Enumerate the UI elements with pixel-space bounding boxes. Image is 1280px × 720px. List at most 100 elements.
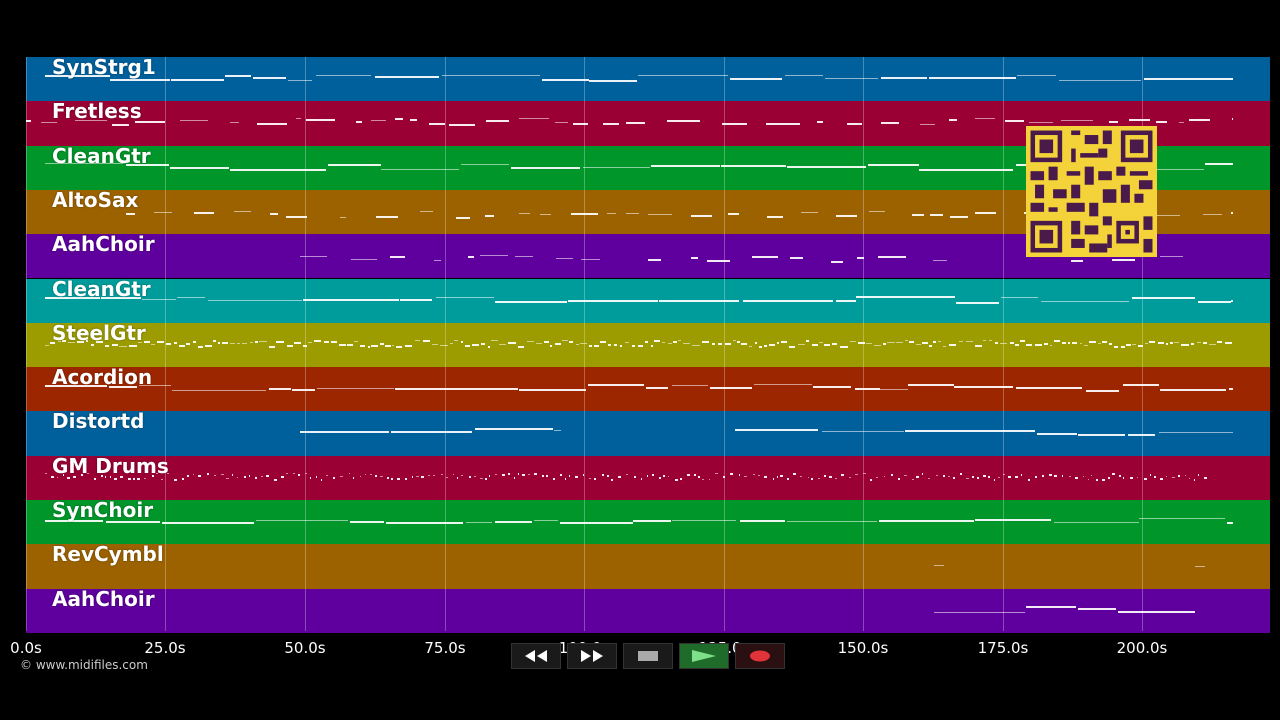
note (143, 477, 147, 479)
note (920, 124, 936, 126)
note (400, 298, 433, 301)
note (721, 123, 747, 126)
note (1095, 478, 1098, 481)
note-area (26, 500, 1270, 544)
note (575, 343, 579, 345)
note (449, 342, 454, 344)
track-lane: AahChoir (26, 588, 1270, 634)
note (502, 473, 506, 476)
note (364, 473, 366, 475)
note (494, 300, 568, 303)
note (371, 344, 379, 347)
note (690, 214, 712, 217)
note (1228, 388, 1233, 391)
note (539, 213, 552, 215)
note (186, 474, 190, 477)
stop-button[interactable] (623, 643, 673, 669)
note (1068, 341, 1071, 344)
note (947, 475, 951, 477)
note (109, 386, 137, 389)
note (85, 339, 89, 342)
note (846, 123, 863, 126)
note (694, 473, 696, 476)
note (730, 472, 733, 475)
note (536, 342, 542, 344)
note (369, 473, 373, 475)
note (998, 476, 1001, 478)
note (928, 77, 1016, 79)
note (744, 475, 747, 477)
fast-forward-button[interactable] (567, 643, 617, 669)
note (1156, 214, 1181, 216)
note (1203, 476, 1207, 479)
note (1102, 478, 1105, 481)
note (691, 257, 698, 260)
note (144, 340, 150, 343)
note (367, 345, 371, 348)
note (206, 472, 209, 475)
note (338, 343, 347, 346)
rewind-button[interactable] (511, 643, 561, 669)
note (589, 80, 638, 82)
note (607, 343, 612, 346)
rewind-icon (525, 650, 547, 662)
note (371, 120, 387, 122)
note (1017, 75, 1057, 76)
note (1049, 473, 1052, 476)
note (619, 344, 623, 347)
note (582, 473, 584, 476)
note-area (26, 456, 1270, 500)
track-name-label: Fretless (52, 101, 142, 124)
note (125, 212, 135, 215)
play-button[interactable] (679, 643, 729, 669)
note (229, 342, 236, 344)
note (166, 472, 169, 474)
note (281, 475, 284, 478)
note (915, 475, 919, 478)
note (942, 345, 947, 347)
note (404, 344, 412, 347)
note (663, 474, 666, 477)
note (673, 340, 678, 343)
note (950, 215, 969, 218)
note (236, 476, 239, 478)
note (575, 475, 578, 478)
note (880, 77, 927, 79)
note (674, 478, 678, 481)
note (1231, 118, 1233, 121)
note (534, 520, 558, 521)
note (101, 296, 142, 299)
note (1155, 168, 1204, 170)
play-icon (692, 650, 716, 662)
note (315, 75, 372, 76)
note (646, 474, 649, 477)
note (374, 474, 378, 477)
note (44, 520, 104, 522)
note (449, 124, 476, 127)
note (81, 473, 84, 476)
note (679, 477, 682, 480)
note (1144, 342, 1148, 344)
note (134, 121, 165, 124)
note (821, 431, 905, 433)
note (1139, 518, 1225, 519)
note (776, 475, 778, 478)
note (588, 477, 592, 479)
note (1025, 605, 1076, 608)
note (111, 124, 129, 127)
note (678, 339, 682, 341)
note (231, 473, 233, 476)
note (896, 341, 904, 343)
note (224, 75, 251, 77)
note (254, 476, 258, 479)
note (1035, 475, 1037, 478)
record-button[interactable] (735, 643, 785, 669)
note (303, 344, 307, 347)
note (139, 385, 172, 387)
note (226, 477, 229, 479)
note (1123, 384, 1159, 387)
note (644, 340, 648, 343)
note (640, 477, 643, 480)
note (625, 341, 630, 343)
